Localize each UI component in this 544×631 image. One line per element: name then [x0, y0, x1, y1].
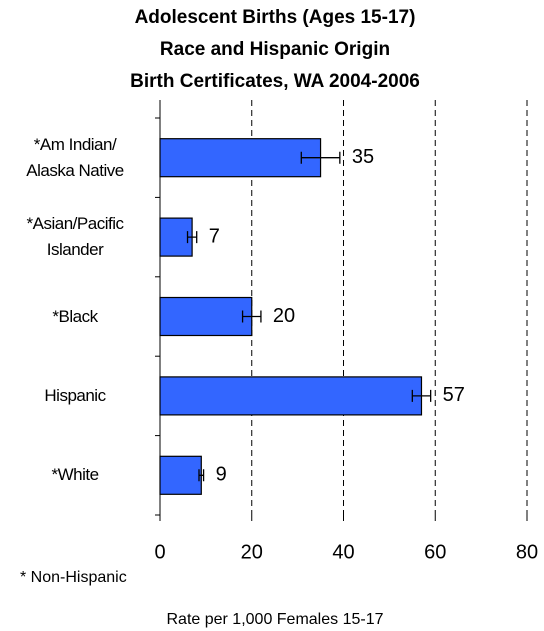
bar: [159, 455, 202, 495]
chart-title: Adolescent Births (Ages 15-17): [135, 7, 416, 28]
error-bar: [300, 151, 341, 164]
error-bar: [411, 389, 432, 402]
bar: [159, 376, 423, 416]
x-tick-label: 80: [516, 541, 538, 563]
x-axis-label: Rate per 1,000 Females 15-17: [166, 611, 383, 628]
x-tick-label: 40: [332, 541, 354, 563]
chart-title: Race and Hispanic Origin: [160, 39, 390, 60]
bar: [159, 138, 322, 178]
data-label: 57: [443, 384, 465, 406]
x-tick-label: 20: [241, 541, 263, 563]
y-tick-label: Hispanic: [44, 385, 106, 405]
chart-title: Birth Certificates, WA 2004-2006: [130, 71, 420, 92]
y-tick-label: *Black: [52, 306, 98, 326]
x-tick-label: 60: [424, 541, 446, 563]
y-tick-label: *Am Indian/ Alaska Native: [26, 134, 124, 180]
error-bar: [186, 231, 198, 244]
bar: [159, 296, 253, 337]
y-tick-label: *Asian/Pacific Islander: [26, 214, 124, 260]
data-label: 35: [352, 146, 374, 168]
y-tick-label: *White: [51, 465, 99, 485]
error-bar: [198, 469, 205, 482]
error-bar: [241, 310, 262, 323]
data-label: 7: [209, 225, 220, 247]
x-tick-label: 0: [154, 541, 165, 563]
data-label: 20: [273, 305, 295, 327]
data-label: 9: [216, 464, 227, 486]
footnote: * Non-Hispanic: [20, 569, 127, 586]
